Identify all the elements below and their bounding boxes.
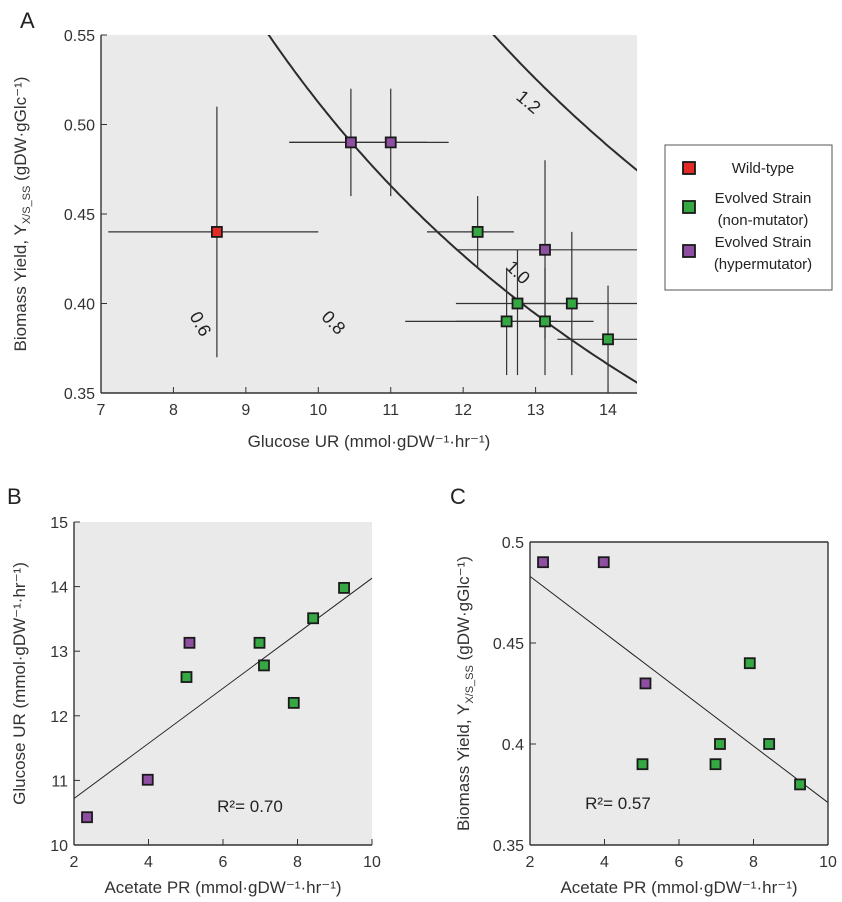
y-tick-label: 0.35 [64,386,95,403]
data-point [714,738,726,750]
y-tick-label: 13 [50,644,68,661]
y-axis-label: Biomass Yield, YX/S_SS (gDW·gGlc⁻¹) [11,77,33,352]
fit-line [73,577,373,799]
data-point [253,636,266,649]
data-point [141,773,154,786]
plot-area-B [74,522,372,845]
y-tick-label: 0.35 [493,838,524,855]
x-tick-label: 6 [219,854,228,871]
panel-label-A: A [20,8,35,33]
points-C [537,556,806,791]
x-tick-label: 2 [526,854,535,871]
data-point [511,297,524,310]
data-point [597,556,610,569]
data-point [794,778,806,791]
data-point [180,671,193,683]
points-B [81,581,350,824]
x-axis-label: Acetate PR (mmol·gDW⁻¹·hr⁻¹) [560,878,797,897]
contour-line [267,35,637,384]
data-point [500,315,513,328]
plot-area-C [530,542,828,845]
r-squared-label: R²= 0.70 [217,797,283,816]
x-tick-label: 7 [97,402,106,419]
x-axis-label: Glucose UR (mmol·gDW⁻¹·hr⁻¹) [248,432,491,451]
x-tick-label: 9 [241,402,250,419]
r-squared-label: R²= 0.57 [585,794,651,813]
legend-marker [682,200,696,214]
data-point [602,333,614,346]
y-tick-label: 15 [50,515,68,532]
data-point [537,556,549,569]
x-tick-label: 14 [599,402,617,419]
axes-C: 2 4 6 8 10 0.35 0.4 0.45 0.5 Acetate PR (mmol·gDW… [493,535,837,897]
legend-marker [682,244,696,258]
data-point [636,758,649,771]
data-point [565,297,578,310]
data-point [307,612,320,625]
plot-area-A [101,35,637,393]
data-point [344,136,357,149]
axes-B: 2 4 6 8 10 10 11 12 13 14 15 Acetate PR (mmol·gDW⁻¹… [50,515,381,897]
panel-label-C: C [450,484,466,509]
y-tick-label: 0.45 [493,636,524,653]
contour-line [831,0,842,429]
data-point [338,581,350,594]
legend-entry: Wild-type [732,160,795,177]
x-tick-label: 10 [819,854,837,871]
x-tick-label: 4 [144,854,153,871]
data-point [287,696,300,709]
y-tick-label: 10 [50,838,68,855]
data-point [743,657,756,670]
x-tick-label: 13 [527,402,545,419]
data-point [210,225,223,238]
x-axis-label: Acetate PR (mmol·gDW⁻¹·hr⁻¹) [104,878,341,897]
y-axis-label: Glucose UR (mmol·gDW⁻¹·hr⁻¹) [10,562,29,805]
fit-line [529,575,829,803]
y-tick-label: 11 [51,773,68,790]
contour-lines [267,0,842,429]
y-tick-label: 14 [50,580,68,597]
y-tick-label: 12 [50,709,68,726]
x-tick-label: 10 [309,402,327,419]
legend-entry: Evolved Strain (non-mutator) [715,190,812,229]
x-tick-label: 10 [363,854,381,871]
data-point [81,811,93,824]
legend-marker [682,161,696,175]
x-tick-label: 8 [749,854,758,871]
y-tick-label: 0.40 [64,297,95,314]
y-tick-label: 0.4 [502,737,524,754]
y-tick-label: 0.50 [64,118,95,135]
x-tick-label: 6 [675,854,684,871]
data-point [539,243,551,256]
x-tick-label: 11 [382,402,399,419]
panel-label-B: B [7,484,22,509]
data-point [763,738,776,750]
legend: Wild-type Evolved Strain (non-mutator) Evol… [664,144,833,291]
x-tick-label: 2 [70,854,79,871]
data-point [384,136,397,149]
x-tick-label: 4 [600,854,609,871]
data-point [183,636,196,649]
y-tick-label: 0.55 [64,28,95,45]
x-tick-label: 8 [169,402,178,419]
data-point [258,659,270,672]
data-point [539,315,551,328]
axes-A: 7 8 9 10 11 12 13 14 0.35 0.40 0.45 0.50 0.55 Glucose… [64,28,637,451]
points-A [108,88,637,393]
data-point [639,677,652,690]
y-tick-label: 0.45 [64,207,95,224]
x-tick-label: 8 [293,854,302,871]
data-point [709,758,722,771]
x-tick-label: 12 [454,402,472,419]
legend-entry: Evolved Strain (hypermutator) [714,234,812,273]
data-point [471,225,484,238]
y-axis-label: Biomass Yield, YX/S_SS (gDW·gGlc⁻¹) [454,556,476,831]
y-tick-label: 0.5 [502,535,524,552]
